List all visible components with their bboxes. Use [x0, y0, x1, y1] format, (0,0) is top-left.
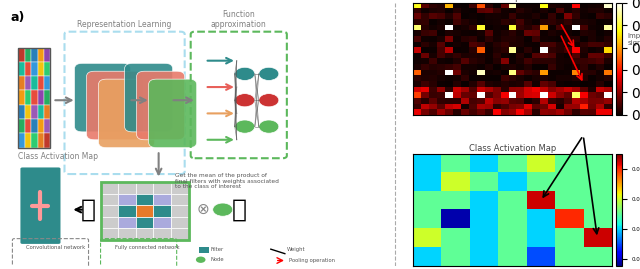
Bar — [38, 62, 44, 76]
Bar — [19, 76, 25, 90]
Text: 〈: 〈 — [81, 198, 96, 222]
Bar — [171, 182, 189, 194]
Bar — [31, 48, 38, 62]
Bar — [44, 90, 51, 105]
Circle shape — [235, 120, 255, 133]
Text: ⊗: ⊗ — [196, 202, 209, 217]
Text: Weight: Weight — [287, 247, 305, 252]
Bar — [19, 90, 25, 105]
Bar — [25, 76, 31, 90]
Bar — [171, 205, 189, 217]
FancyBboxPatch shape — [136, 71, 185, 140]
FancyBboxPatch shape — [86, 71, 143, 140]
Bar — [154, 205, 171, 217]
Circle shape — [259, 67, 279, 80]
Circle shape — [235, 67, 255, 80]
Text: Class Activation Map: Class Activation Map — [19, 152, 99, 161]
FancyBboxPatch shape — [148, 79, 196, 148]
Bar — [44, 76, 51, 90]
Bar — [136, 205, 154, 217]
Bar — [38, 48, 44, 62]
Bar — [25, 62, 31, 76]
Bar — [25, 105, 31, 119]
Bar — [118, 217, 136, 228]
Text: Convolutional network: Convolutional network — [26, 245, 86, 250]
Bar — [25, 90, 31, 105]
Bar — [31, 133, 38, 148]
Circle shape — [259, 120, 279, 133]
Circle shape — [235, 94, 255, 107]
Bar — [19, 62, 25, 76]
Bar — [154, 217, 171, 228]
Bar — [31, 119, 38, 133]
Bar — [100, 228, 118, 240]
Bar — [100, 182, 189, 240]
Bar — [171, 228, 189, 240]
Bar — [31, 62, 38, 76]
Bar — [38, 90, 44, 105]
Bar — [136, 194, 154, 205]
Circle shape — [196, 257, 205, 263]
Text: Important
signals: Important signals — [627, 33, 640, 46]
Bar — [154, 182, 171, 194]
Bar — [44, 62, 51, 76]
Bar — [136, 228, 154, 240]
Text: Representation Learning: Representation Learning — [77, 20, 172, 29]
Bar — [19, 48, 25, 62]
Title: Class Activation Map: Class Activation Map — [468, 144, 556, 153]
FancyBboxPatch shape — [125, 63, 173, 132]
Bar — [19, 133, 25, 148]
Text: 〉: 〉 — [231, 198, 246, 222]
Bar — [118, 228, 136, 240]
Bar — [100, 205, 118, 217]
Bar — [25, 48, 31, 62]
FancyBboxPatch shape — [20, 167, 61, 244]
Bar — [100, 194, 118, 205]
Bar — [118, 194, 136, 205]
Bar — [25, 133, 31, 148]
Bar — [118, 205, 136, 217]
Bar — [100, 182, 118, 194]
Bar — [154, 228, 171, 240]
Bar — [44, 48, 51, 62]
Text: Get the mean of the product of
final filters with weights associated
to the clas: Get the mean of the product of final fil… — [175, 173, 278, 189]
Circle shape — [212, 203, 233, 216]
Bar — [38, 105, 44, 119]
Bar — [100, 217, 118, 228]
Text: Fully connected network: Fully connected network — [115, 245, 179, 250]
Bar — [31, 90, 38, 105]
Bar — [38, 76, 44, 90]
Text: Pooling operation: Pooling operation — [289, 258, 335, 263]
Circle shape — [259, 94, 279, 107]
Text: Node: Node — [211, 257, 225, 262]
Bar — [19, 119, 25, 133]
Bar — [38, 119, 44, 133]
Bar — [19, 105, 25, 119]
Text: Function
approximation: Function approximation — [211, 10, 267, 29]
Bar — [136, 182, 154, 194]
Bar — [198, 246, 209, 253]
Text: a): a) — [10, 10, 25, 24]
Text: Filter: Filter — [211, 247, 224, 252]
Bar — [44, 119, 51, 133]
Bar — [171, 217, 189, 228]
Bar — [31, 105, 38, 119]
Bar — [136, 217, 154, 228]
Bar — [19, 48, 51, 148]
Bar — [154, 194, 171, 205]
Bar — [44, 133, 51, 148]
Bar — [171, 194, 189, 205]
FancyBboxPatch shape — [74, 63, 131, 132]
Bar — [38, 133, 44, 148]
Title: Neutron spectrum: Neutron spectrum — [474, 0, 550, 2]
Bar — [31, 76, 38, 90]
Bar — [25, 119, 31, 133]
FancyBboxPatch shape — [99, 79, 155, 148]
Bar — [118, 182, 136, 194]
Bar — [44, 105, 51, 119]
